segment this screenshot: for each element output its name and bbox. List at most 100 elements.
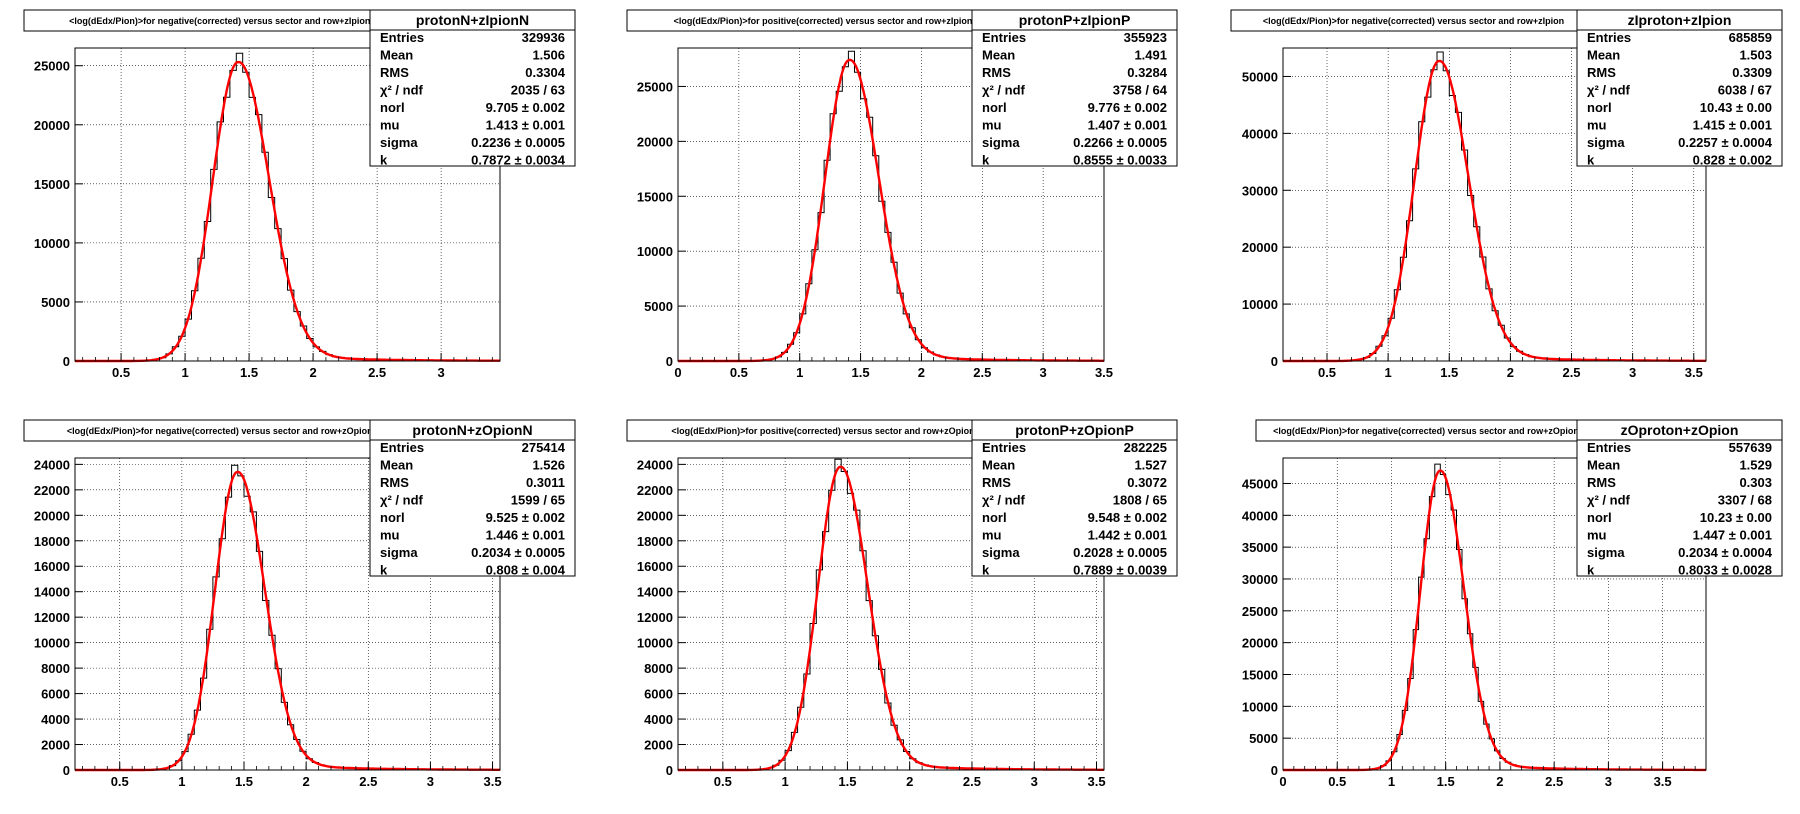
y-tick-label: 6000 [644, 687, 673, 702]
x-tick-label: 1 [1388, 774, 1395, 789]
x-tick-label: 2.5 [1545, 774, 1563, 789]
stats-value: 0.8555 ± 0.0033 [1073, 153, 1167, 168]
y-tick-label: 12000 [637, 610, 673, 625]
stats-label: χ² / ndf [1587, 83, 1631, 98]
x-tick-label: 3 [1031, 774, 1038, 789]
x-tick-label: 3 [1605, 774, 1612, 789]
plot-frame [74, 457, 501, 771]
stats-label: norl [982, 100, 1007, 115]
stats-box [1576, 9, 1783, 167]
stats-value: 0.303 [1739, 475, 1772, 490]
stats-value: 282225 [1124, 440, 1167, 455]
stats-label: norl [1587, 510, 1612, 525]
y-tick-label: 0 [63, 763, 70, 778]
stats-label: sigma [982, 135, 1020, 150]
stats-label: χ² / ndf [380, 493, 424, 508]
stats-value: 1.526 [532, 458, 565, 473]
stats-label: mu [380, 528, 400, 543]
stats-label: mu [1587, 118, 1607, 133]
y-tick-label: 18000 [637, 534, 673, 549]
stats-value: 0.2257 ± 0.0004 [1678, 135, 1773, 150]
y-tick-label: 5000 [41, 295, 70, 310]
y-tick-label: 8000 [644, 661, 673, 676]
x-tick-label: 3 [427, 774, 434, 789]
pad-3: 0.5 1 1.5 2 2.5 3 3.5 0 10000 20000 30000 40000 5000… [1230, 9, 1783, 380]
y-tick-label: 25000 [34, 59, 70, 74]
stats-label: Mean [982, 458, 1015, 473]
x-tick-label: 1.5 [240, 365, 258, 380]
x-tick-label: 2.5 [973, 365, 991, 380]
plot-title: <log(dEdx/Pion)>for positive(corrected) … [671, 426, 980, 436]
stats-value: 9.776 ± 0.002 [1088, 100, 1167, 115]
x-tick-label: 3 [437, 365, 444, 380]
x-tick-label: 0.5 [111, 774, 129, 789]
stats-value: 0.3304 [525, 65, 566, 80]
stats-label: χ² / ndf [380, 83, 424, 98]
stats-value: 1.447 ± 0.001 [1693, 528, 1772, 543]
y-tick-label: 18000 [34, 534, 70, 549]
stats-label: RMS [982, 475, 1011, 490]
stats-label: k [380, 563, 388, 578]
y-tick-label: 20000 [34, 508, 70, 523]
y-tick-label: 30000 [1242, 183, 1278, 198]
y-tick-label: 14000 [637, 585, 673, 600]
x-tick-label: 0.5 [112, 365, 130, 380]
y-tick-label: 15000 [637, 189, 673, 204]
fit-curve [1283, 59, 1706, 363]
stats-label: Mean [1587, 48, 1620, 63]
pad-1: 0.5 1 1.5 2 2.5 3 0 5000 10000 15000 20000 25000 <lo… [23, 9, 576, 380]
stats-value: 0.3309 [1732, 65, 1772, 80]
stats-label: sigma [982, 545, 1020, 560]
pad-6: 0 0.5 1 1.5 2 2.5 3 3.5 0 5000 10000 15000 20000 2500… [1242, 419, 1783, 789]
stats-name: protonN+zOpionN [412, 422, 532, 438]
plot-frame [677, 47, 1105, 362]
y-tick-label: 0 [1271, 763, 1278, 778]
y-tick-label: 0 [1271, 354, 1278, 369]
stats-box [971, 9, 1178, 167]
stats-name: protonP+zOpionP [1015, 422, 1134, 438]
stats-value: 1.446 ± 0.001 [486, 528, 565, 543]
stats-value: 1.407 ± 0.001 [1088, 118, 1167, 133]
stats-label: sigma [380, 135, 418, 150]
pad-4: 0.5 1 1.5 2 2.5 3 3.5 0 2000 4000 6000 8000 10000 120… [23, 419, 576, 789]
plot-title: <log(dEdx/Pion)>for negative(corrected) … [1273, 426, 1579, 436]
y-tick-label: 22000 [34, 483, 70, 498]
stats-value: 3758 / 64 [1113, 83, 1168, 98]
stats-value: 1.415 ± 0.001 [1693, 118, 1772, 133]
stats-label: mu [982, 528, 1002, 543]
x-tick-label: 1 [1385, 365, 1392, 380]
stats-label: k [982, 563, 990, 578]
stats-label: Entries [982, 30, 1026, 45]
stats-label: RMS [982, 65, 1011, 80]
stats-value: 10.23 ± 0.00 [1700, 510, 1772, 525]
x-tick-label: 2.5 [963, 774, 981, 789]
y-tick-label: 45000 [1242, 476, 1278, 491]
stats-label: RMS [380, 65, 409, 80]
stats-value: 0.828 ± 0.002 [1693, 153, 1772, 168]
y-tick-label: 20000 [1242, 240, 1278, 255]
y-tick-label: 25000 [637, 79, 673, 94]
stats-value: 1.527 [1134, 458, 1167, 473]
y-tick-label: 5000 [1249, 731, 1278, 746]
stats-value: 10.43 ± 0.00 [1700, 100, 1772, 115]
stats-label: RMS [1587, 65, 1616, 80]
x-tick-label: 2.5 [368, 365, 386, 380]
stats-value: 0.2236 ± 0.0005 [471, 135, 565, 150]
y-tick-label: 14000 [34, 585, 70, 600]
stats-value: 0.7872 ± 0.0034 [471, 153, 566, 168]
stats-value: 0.3072 [1127, 475, 1167, 490]
x-tick-label: 3.5 [484, 774, 502, 789]
stats-name: zIproton+zIpion [1628, 12, 1732, 28]
stats-label: Entries [380, 30, 424, 45]
y-tick-label: 8000 [41, 661, 70, 676]
plot-title: <log(dEdx/Pion)>for positive(corrected) … [674, 16, 979, 26]
x-tick-label: 1 [782, 774, 789, 789]
stats-label: RMS [380, 475, 409, 490]
y-tick-label: 10000 [34, 636, 70, 651]
x-tick-label: 0.5 [714, 774, 732, 789]
y-tick-label: 10000 [1242, 297, 1278, 312]
stats-label: Entries [982, 440, 1026, 455]
y-tick-label: 16000 [34, 559, 70, 574]
stats-value: 275414 [522, 440, 566, 455]
